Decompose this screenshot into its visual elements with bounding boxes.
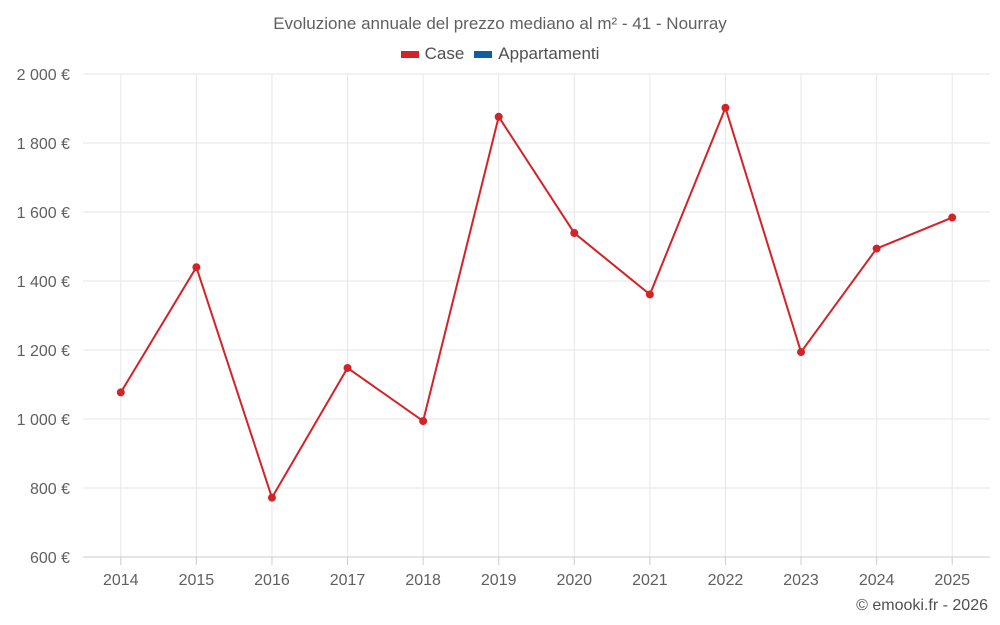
x-tick-label: 2018 — [405, 572, 441, 589]
data-point — [419, 417, 428, 426]
x-tick-label: 2021 — [632, 572, 668, 589]
chart-legend: Case Appartamenti — [0, 44, 1000, 64]
data-point — [494, 112, 503, 121]
data-point — [267, 493, 276, 502]
legend-item-appartamenti[interactable]: Appartamenti — [474, 44, 599, 64]
x-tick-label: 2019 — [481, 572, 517, 589]
data-point — [948, 213, 957, 222]
y-tick-label: 600 € — [30, 550, 70, 567]
x-tick-label: 2022 — [708, 572, 744, 589]
legend-label-appartamenti: Appartamenti — [498, 44, 600, 63]
data-point — [721, 103, 730, 112]
x-tick-label: 2017 — [330, 572, 366, 589]
legend-swatch-case — [400, 50, 419, 58]
credit-text: © emooki.fr - 2026 — [856, 597, 988, 614]
chart-title: Evoluzione annuale del prezzo mediano al… — [273, 14, 727, 33]
y-tick-label: 800 € — [30, 481, 70, 498]
x-tick-label: 2024 — [859, 572, 895, 589]
data-point — [872, 244, 881, 253]
y-tick-label: 1 400 € — [17, 274, 70, 291]
data-point — [116, 388, 125, 397]
y-tick-label: 1 600 € — [17, 205, 70, 222]
x-tick-label: 2015 — [179, 572, 215, 589]
x-tick-label: 2025 — [934, 572, 970, 589]
series-line-case — [119, 106, 953, 499]
x-tick-label: 2023 — [783, 572, 819, 589]
x-tick-label: 2020 — [556, 572, 592, 589]
y-tick-label: 2 000 € — [17, 67, 70, 84]
y-tick-label: 1 800 € — [17, 136, 70, 153]
legend-item-case[interactable]: Case — [400, 44, 465, 64]
y-tick-label: 1 000 € — [17, 412, 70, 429]
legend-swatch-appartamenti — [474, 50, 493, 58]
x-tick-label: 2016 — [254, 572, 290, 589]
data-point — [797, 348, 806, 357]
x-tick-label: 2014 — [103, 572, 139, 589]
data-point — [192, 263, 201, 272]
y-tick-label: 1 200 € — [17, 343, 70, 360]
data-point — [645, 290, 654, 299]
data-point — [570, 229, 579, 238]
data-point — [343, 363, 352, 372]
legend-label-case: Case — [424, 44, 465, 63]
